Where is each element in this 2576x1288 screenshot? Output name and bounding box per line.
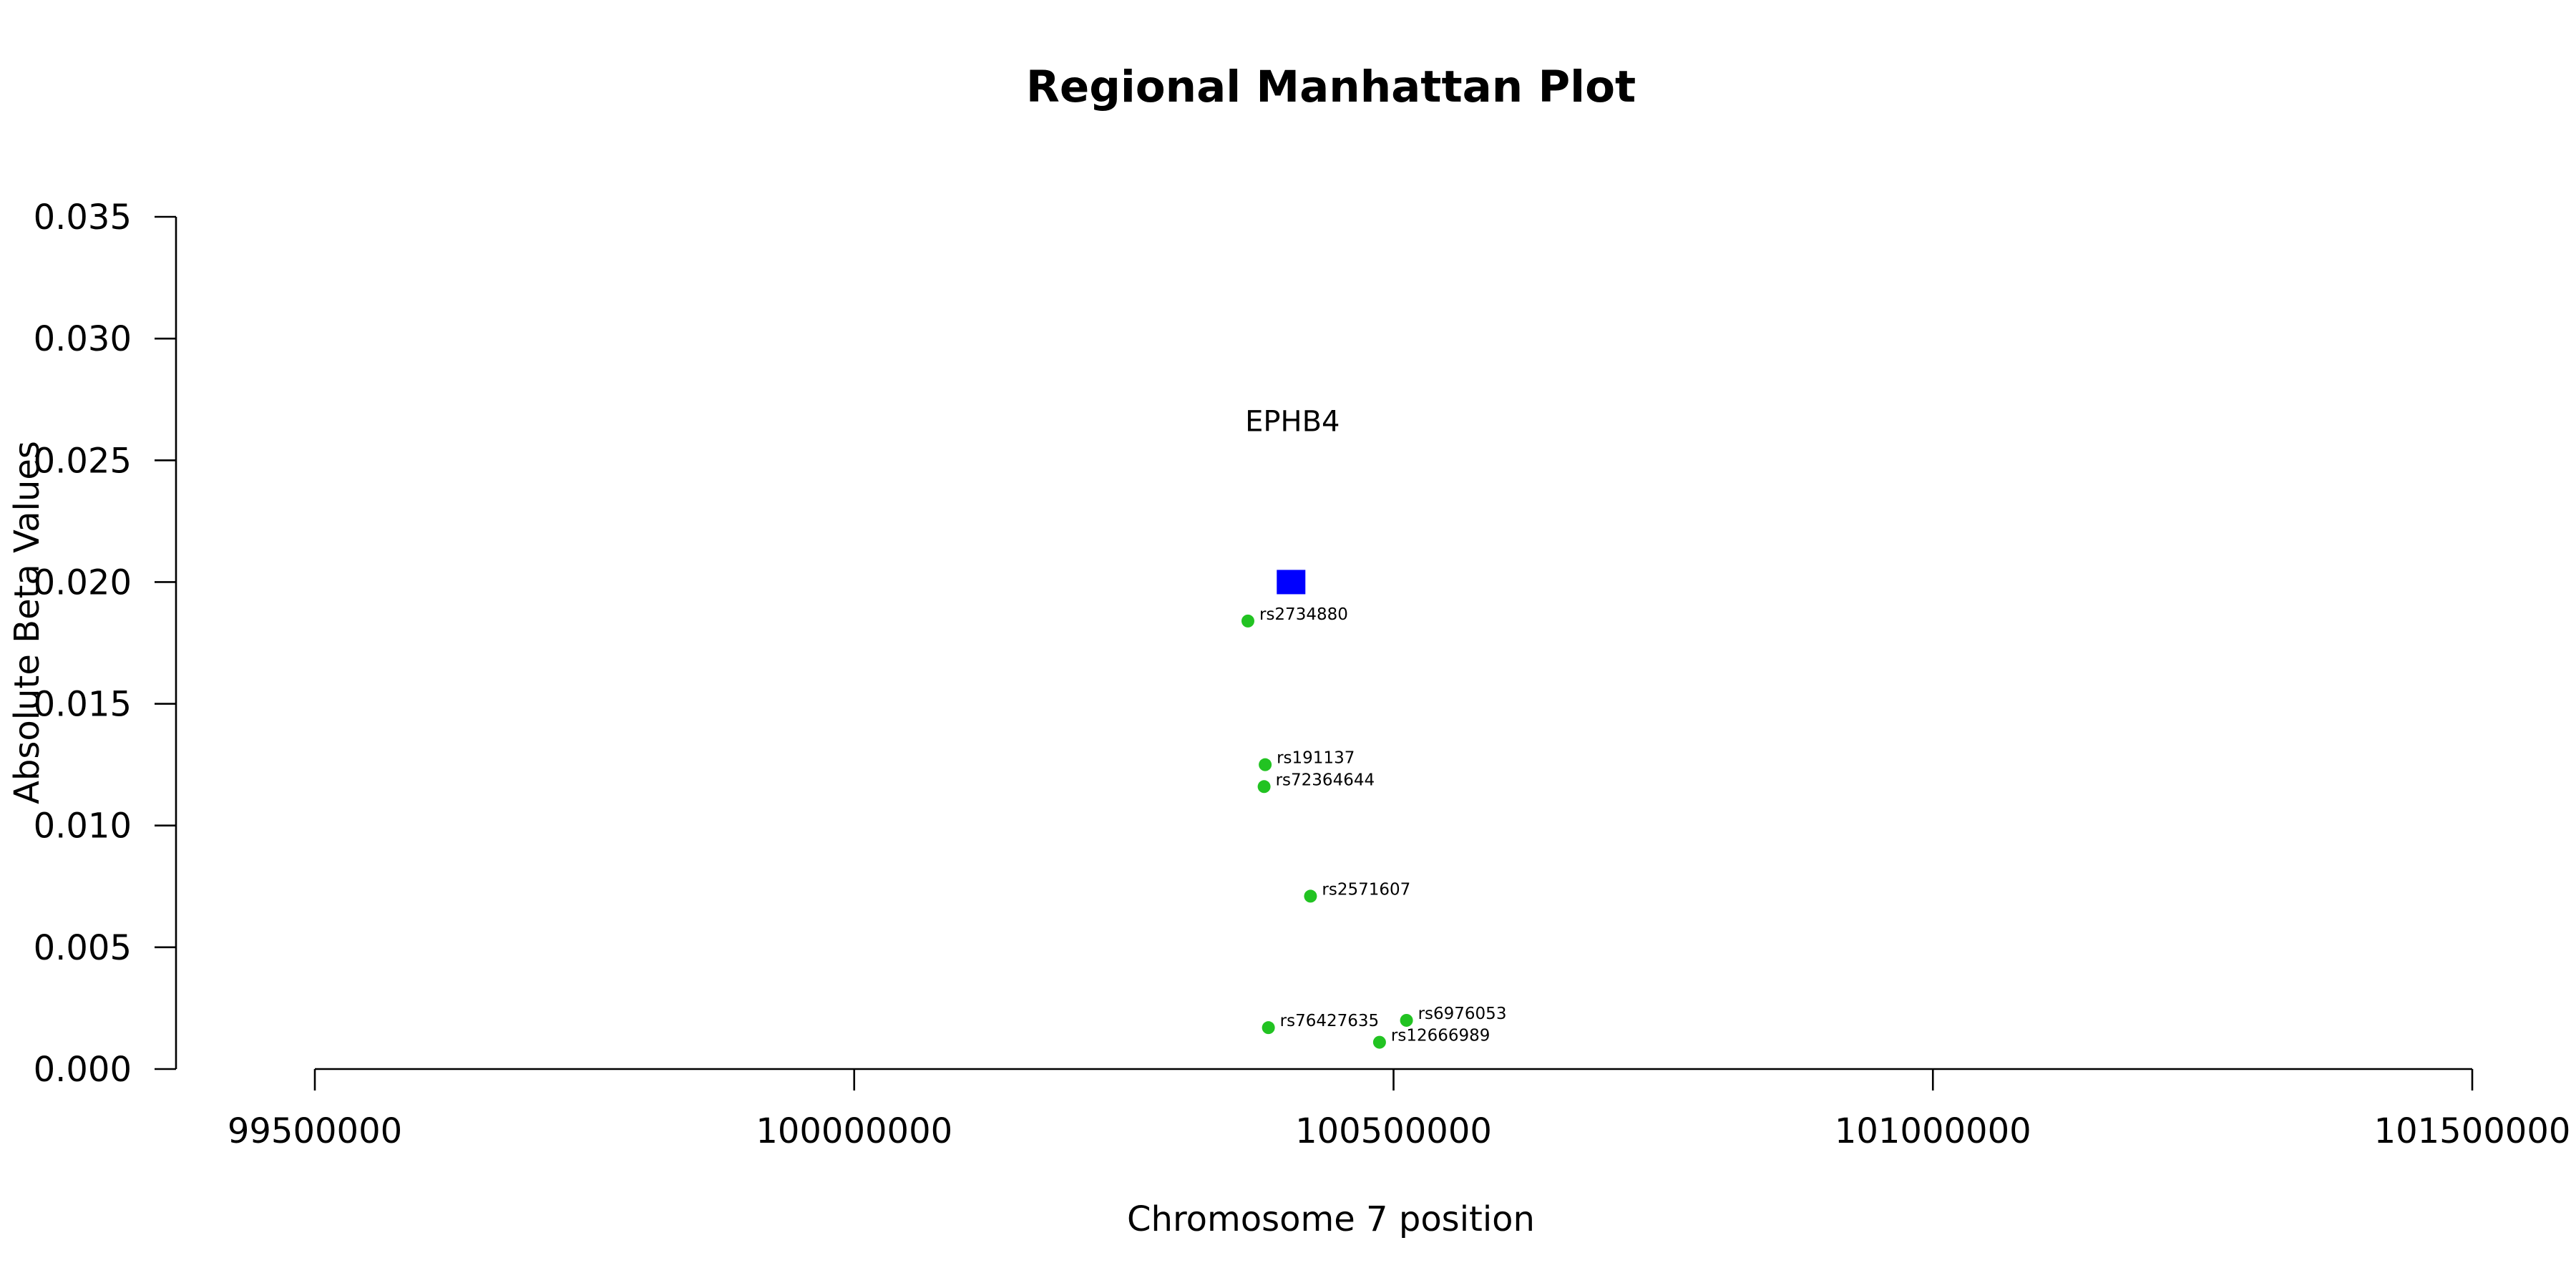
snp-point bbox=[1372, 1035, 1386, 1049]
snp-label: rs72364644 bbox=[1276, 771, 1375, 789]
chart-title: Regional Manhattan Plot bbox=[1026, 62, 1636, 112]
snp-label: rs191137 bbox=[1277, 749, 1355, 768]
snp-point bbox=[1241, 614, 1254, 628]
points-layer: EPHB4 rs2734880 rs191137 rs72364644 rs257160… bbox=[1241, 405, 1507, 1049]
y-axis-title: Absolute Beta Values bbox=[7, 441, 47, 804]
x-tick-label: 99500000 bbox=[228, 1111, 402, 1151]
snp-point bbox=[1259, 758, 1272, 771]
snp-label: rs6976053 bbox=[1418, 1005, 1507, 1023]
snp-label: rs2571607 bbox=[1322, 880, 1410, 899]
y-tick-label: 0.030 bbox=[34, 319, 132, 359]
y-tick-label: 0.020 bbox=[34, 562, 132, 602]
gene-label: EPHB4 bbox=[1245, 405, 1340, 438]
y-tick-label: 0.035 bbox=[34, 197, 132, 238]
x-tick-label: 100500000 bbox=[1295, 1111, 1492, 1151]
snp-label: rs2734880 bbox=[1259, 605, 1348, 624]
y-tick-label: 0.005 bbox=[34, 928, 132, 968]
snp-point bbox=[1304, 889, 1317, 903]
snp-label: rs76427635 bbox=[1280, 1012, 1380, 1030]
x-tick-label: 101500000 bbox=[2374, 1111, 2571, 1151]
gene-marker bbox=[1277, 570, 1306, 595]
snp-point bbox=[1400, 1013, 1413, 1027]
x-axis-title: Chromosome 7 position bbox=[1127, 1199, 1535, 1239]
y-tick-label: 0.015 bbox=[34, 685, 132, 725]
snp-point bbox=[1257, 780, 1271, 794]
snp-point bbox=[1262, 1021, 1275, 1035]
y-tick-label: 0.025 bbox=[34, 441, 132, 481]
x-tick-label: 100000000 bbox=[756, 1111, 952, 1151]
axes-layer: 0.000 0.005 0.010 0.015 0.020 0.025 0.030 0.035… bbox=[34, 197, 2571, 1151]
snp-label: rs12666989 bbox=[1391, 1027, 1491, 1045]
y-tick-label: 0.000 bbox=[34, 1050, 132, 1090]
x-tick-label: 101000000 bbox=[1835, 1111, 2031, 1151]
y-tick-label: 0.010 bbox=[34, 806, 132, 847]
